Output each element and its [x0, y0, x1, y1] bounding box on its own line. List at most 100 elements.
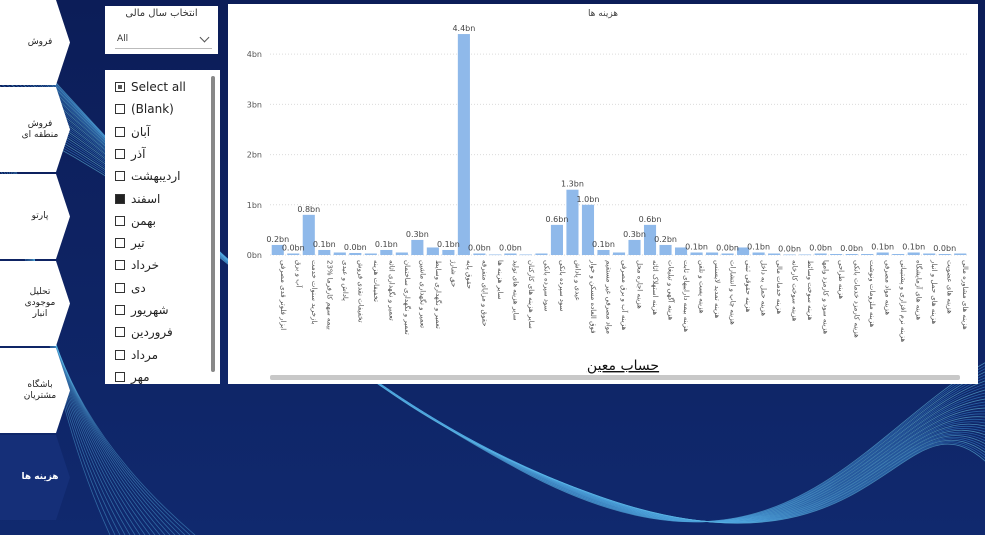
slicer-item-label: خرداد	[131, 258, 160, 273]
x-tick-label: تخفیفات هزینه	[372, 260, 380, 302]
checkbox[interactable]	[115, 305, 125, 315]
data-label: 0.1bn	[313, 240, 336, 249]
data-label: 0.8bn	[297, 205, 320, 214]
x-tick-label: 23% بیمه سهم کارفرما	[325, 260, 333, 330]
bar	[783, 254, 796, 256]
data-label: 0.1bn	[437, 240, 460, 249]
x-tick-label: بازخرید سنوات خدمت	[310, 260, 318, 325]
bar	[954, 253, 967, 255]
x-tick-label: سایر هزینه های کارکنان	[527, 260, 535, 329]
x-tick-label: ابزار فلوتر قدی مصرفی	[279, 260, 287, 330]
x-tick-label: سایر هزینه ها	[496, 260, 504, 300]
slicer-item[interactable]: دی	[115, 279, 146, 297]
checkbox[interactable]	[115, 260, 125, 271]
slicer-item[interactable]: مرداد	[115, 346, 158, 364]
bar	[504, 253, 517, 255]
bar	[318, 249, 331, 255]
checkbox[interactable]	[115, 215, 125, 226]
bar	[411, 239, 424, 255]
checkbox[interactable]	[115, 148, 125, 159]
slicer-item[interactable]: شهریور	[115, 301, 169, 319]
data-label: 0.6bn	[639, 215, 662, 224]
slicer-item[interactable]: مهر	[115, 368, 150, 384]
checkbox[interactable]	[115, 282, 125, 293]
slicer-item[interactable]: خرداد	[115, 256, 159, 274]
checkbox[interactable]	[115, 82, 125, 92]
data-label: 0.1bn	[902, 242, 925, 251]
bar	[643, 224, 657, 255]
data-label: 4.4bn	[452, 24, 475, 33]
chart-horizontal-scrollbar[interactable]	[270, 375, 960, 380]
nav-item-4[interactable]: تحلیل موجودی انبار	[0, 261, 70, 346]
bar	[349, 252, 362, 255]
bar	[271, 244, 284, 255]
x-tick-label: تعمیر و نگهداری اثاثه	[387, 260, 396, 321]
data-label: 0.2bn	[266, 235, 289, 244]
bar	[302, 214, 315, 255]
data-label: 0.0bn	[840, 244, 863, 253]
slicer-item[interactable]: اردیبهشت	[115, 167, 180, 185]
bar	[333, 252, 346, 255]
checkbox[interactable]	[115, 126, 125, 137]
slicer-item-label: (Blank)	[131, 102, 174, 117]
bar	[752, 252, 765, 255]
nav-item-label: هزینه ها	[21, 472, 59, 482]
checkbox[interactable]	[115, 327, 125, 338]
y-tick-label: 2bn	[247, 151, 262, 160]
bar	[426, 247, 439, 255]
x-tick-label: حقوق پایه	[465, 260, 473, 289]
bar	[737, 247, 750, 255]
slicer-item[interactable]: آبان	[115, 123, 150, 141]
nav-item-1[interactable]: فروش	[0, 0, 70, 85]
slicer-item[interactable]: آذر	[115, 145, 145, 163]
slicer-item-label: مرداد	[131, 347, 159, 362]
bar	[287, 253, 300, 255]
y-tick-label: 4bn	[247, 50, 262, 59]
data-label: 0.2bn	[654, 235, 677, 244]
slicer-item-label: فروردین	[131, 325, 173, 340]
data-label: 0.3bn	[623, 230, 646, 239]
y-tick-label: 1bn	[247, 201, 262, 210]
slicer-item[interactable]: (Blank)	[115, 100, 174, 118]
nav-item-6[interactable]: هزینه ها	[0, 435, 70, 520]
bar	[380, 249, 393, 255]
month-slicer: Select all (Blank) آبان آذر اردیبهشت اسفند بهم…	[105, 70, 220, 384]
slicer-item-label: اردیبهشت	[131, 169, 181, 184]
bar	[628, 239, 641, 255]
data-label: 0.0bn	[499, 243, 522, 252]
x-tick-label: پاداش و عیدی	[341, 260, 349, 301]
fiscal-year-dropdown[interactable]: All	[115, 30, 212, 49]
checkbox[interactable]	[115, 104, 125, 115]
bar	[876, 252, 889, 255]
slicer-item[interactable]: فروردین	[115, 323, 173, 341]
bar	[550, 224, 564, 255]
slicer-item[interactable]: تیر	[115, 234, 145, 252]
x-axis-title: حساب معین	[587, 358, 659, 374]
x-tick-label: هزینه های مشاوره مالی	[961, 260, 969, 330]
slicer-item[interactable]: Select all	[115, 78, 186, 96]
bar	[690, 252, 703, 255]
slicer-item[interactable]: بهمن	[115, 212, 156, 230]
x-tick-label: هزینه سود و کارمزد وامها	[822, 260, 830, 335]
x-tick-label: هزینه طراحی	[837, 260, 845, 299]
slicer-item[interactable]: اسفند	[115, 190, 160, 208]
checkbox[interactable]	[115, 171, 125, 182]
checkbox[interactable]	[115, 193, 125, 204]
x-tick-label: آب و برق	[294, 260, 303, 289]
nav-item-5[interactable]: باشگاه مشتریان	[0, 348, 70, 433]
checkbox[interactable]	[115, 371, 125, 382]
x-tick-label: سایر هزینه های تولید	[511, 260, 519, 321]
slicer-item-label: تیر	[131, 236, 145, 251]
checkbox[interactable]	[115, 238, 125, 249]
bar	[473, 253, 486, 255]
nav-item-2[interactable]: فروش منطقه ای	[0, 87, 70, 172]
x-tick-label: حق شارژ	[449, 259, 457, 287]
x-tick-label: هزینه سوخت وسائط	[806, 260, 814, 321]
chevron-down-icon	[199, 32, 210, 43]
x-tick-label: هزینه اجاره محل	[636, 260, 644, 309]
bar	[799, 254, 812, 256]
checkbox[interactable]	[115, 349, 125, 360]
slicer-scrollbar[interactable]	[211, 76, 215, 372]
bar	[488, 254, 501, 256]
nav-item-3[interactable]: پارتو	[0, 174, 70, 259]
